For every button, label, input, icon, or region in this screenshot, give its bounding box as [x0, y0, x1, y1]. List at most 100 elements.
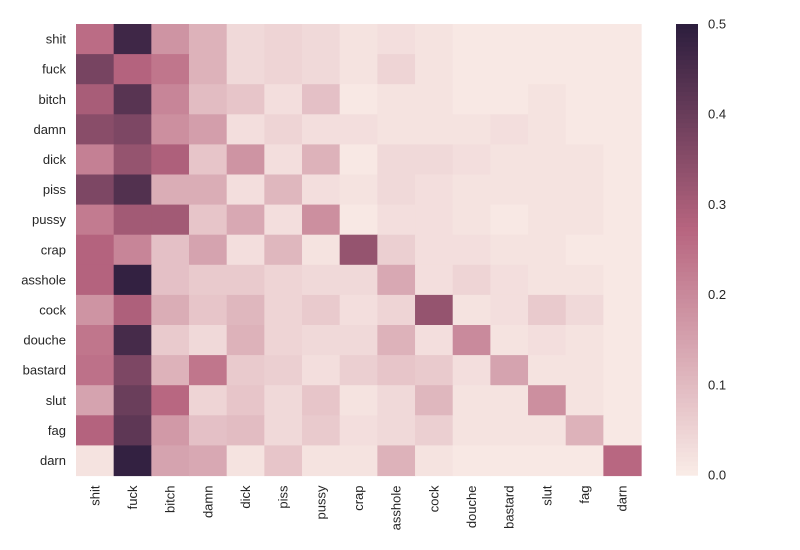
colorbar-segment	[676, 389, 698, 395]
heatmap-cell	[452, 204, 491, 236]
heatmap-cell	[189, 54, 228, 85]
heatmap-cell	[76, 294, 115, 326]
heatmap-cell	[76, 144, 115, 176]
heatmap-cell	[377, 54, 416, 85]
colorbar-segment	[676, 46, 698, 52]
x-tick-label: dick	[238, 485, 253, 509]
colorbar-segment	[676, 60, 698, 66]
y-tick-label: fag	[48, 423, 66, 438]
colorbar-segment	[676, 136, 698, 142]
heatmap-cell	[528, 294, 567, 326]
heatmap-cell	[603, 144, 642, 176]
y-tick-label: fuck	[42, 62, 66, 77]
heatmap-cell	[490, 144, 529, 176]
heatmap-cell	[528, 385, 567, 416]
heatmap-cell	[302, 54, 341, 85]
colorbar-segment	[676, 231, 698, 237]
heatmap-cell	[302, 174, 341, 206]
heatmap-cell	[339, 144, 378, 176]
colorbar-tick-label: 0.5	[708, 17, 726, 32]
heatmap-cell	[302, 204, 341, 236]
y-tick-label: asshole	[21, 272, 66, 287]
colorbar-segment	[676, 105, 698, 111]
x-tick-label: pussy	[313, 485, 328, 519]
heatmap-cell	[565, 234, 604, 266]
heatmap-cell	[302, 445, 341, 477]
heatmap-cell	[264, 294, 303, 326]
colorbar-segment	[676, 425, 698, 431]
heatmap-cell	[113, 114, 152, 145]
heatmap-cell	[151, 445, 190, 477]
colorbar-segment	[676, 470, 698, 476]
heatmap-cell	[490, 415, 529, 446]
colorbar-segment	[676, 28, 698, 34]
heatmap-cell	[415, 294, 454, 326]
colorbar-segment	[676, 258, 698, 264]
x-tick-label: piss	[276, 485, 291, 509]
heatmap-cell	[189, 385, 228, 416]
heatmap-cell	[490, 325, 529, 356]
colorbar-segment	[676, 159, 698, 165]
colorbar-segment	[676, 109, 698, 115]
colorbar-segment	[676, 420, 698, 427]
y-tick-label: crap	[41, 242, 66, 257]
heatmap-cell	[490, 84, 529, 115]
heatmap-cell	[490, 204, 529, 236]
colorbar-segment	[676, 199, 698, 206]
heatmap-cell	[528, 445, 567, 477]
colorbar-segment	[676, 330, 698, 336]
heatmap-cell	[113, 294, 152, 326]
y-tick-label: slut	[46, 393, 67, 408]
heatmap-cell	[76, 415, 115, 446]
colorbar-segment	[676, 33, 698, 39]
heatmap-cell	[151, 385, 190, 416]
heatmap-cell	[264, 204, 303, 236]
heatmap-cell	[76, 325, 115, 356]
heatmap-cell	[490, 114, 529, 145]
x-tick-label: darn	[615, 486, 630, 512]
colorbar-segment	[676, 132, 698, 138]
colorbar-segment	[676, 321, 698, 327]
heatmap-cell	[113, 24, 152, 55]
heatmap-cell	[415, 204, 454, 236]
heatmap-cell	[603, 294, 642, 326]
heatmap-cell	[565, 355, 604, 386]
heatmap-cell	[528, 355, 567, 386]
heatmap-cell	[339, 294, 378, 326]
colorbar-segment	[676, 42, 698, 48]
x-tick-label: bitch	[163, 486, 178, 513]
heatmap-cell	[151, 415, 190, 446]
heatmap-cell	[377, 24, 416, 55]
colorbar-segment	[676, 168, 698, 174]
heatmap-cell	[226, 355, 265, 386]
colorbar-segment	[676, 240, 698, 246]
y-tick-label: darn	[40, 453, 66, 468]
heatmap-cell	[528, 204, 567, 236]
colorbar-segment	[676, 73, 698, 79]
heatmap-cell	[339, 54, 378, 85]
y-tick-label: cock	[39, 302, 66, 317]
colorbar-segment	[676, 37, 698, 43]
colorbar-segment	[676, 150, 698, 156]
colorbar-segment	[676, 186, 698, 192]
heatmap-cell	[377, 294, 416, 326]
x-tick-label: douche	[464, 486, 479, 529]
heatmap-cell	[113, 174, 152, 206]
colorbar-segment	[676, 91, 698, 97]
heatmap-cell	[528, 54, 567, 85]
colorbar-segment	[676, 402, 698, 409]
heatmap-cell	[415, 415, 454, 446]
heatmap-cell	[226, 294, 265, 326]
colorbar-segment	[676, 100, 698, 106]
heatmap-cell	[452, 54, 491, 85]
heatmap-cell	[151, 264, 190, 296]
colorbar-segment	[676, 263, 698, 269]
heatmap-cell	[415, 144, 454, 176]
colorbar-segment	[676, 64, 698, 70]
heatmap-cell	[528, 24, 567, 55]
colorbar-segment	[676, 235, 698, 242]
heatmap-cell	[151, 204, 190, 236]
colorbar-segment	[676, 312, 698, 318]
colorbar-segment	[676, 213, 698, 219]
heatmap-cell	[377, 355, 416, 386]
